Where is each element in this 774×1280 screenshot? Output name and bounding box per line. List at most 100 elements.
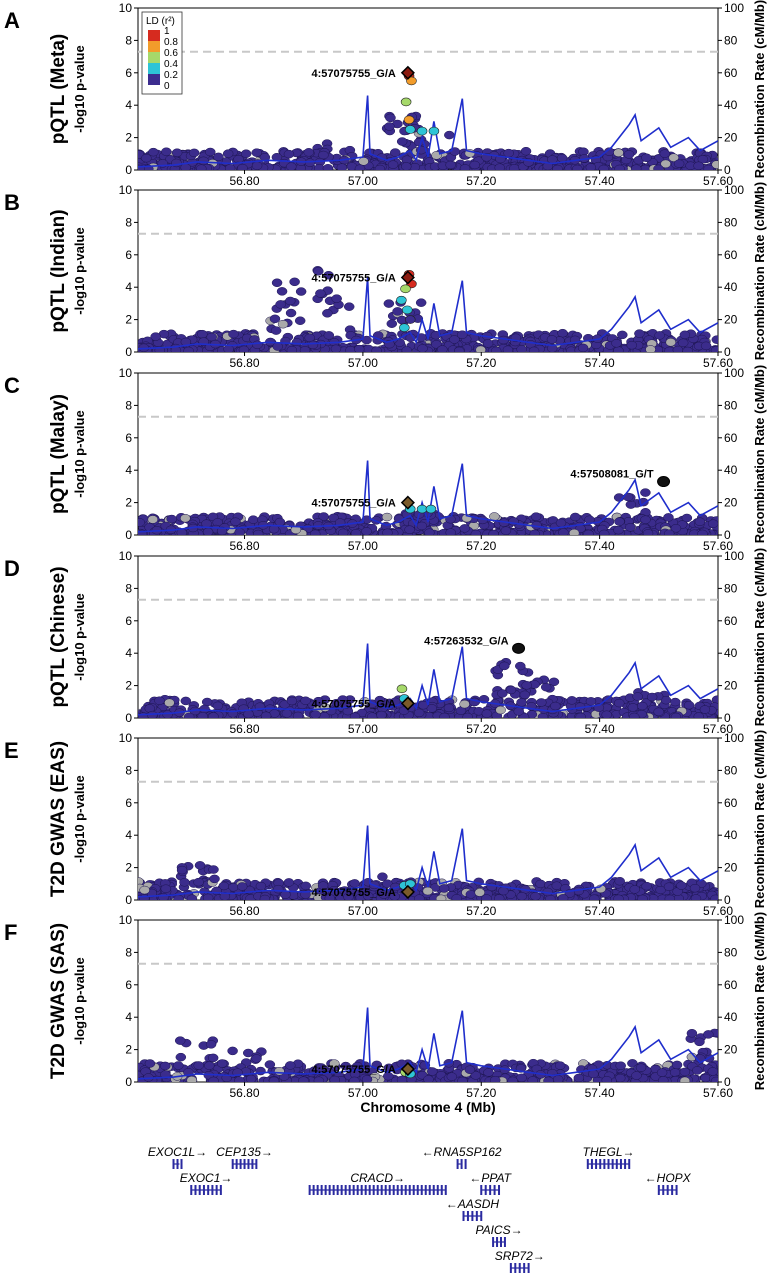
snp-point — [697, 529, 708, 535]
snp-point — [299, 346, 311, 352]
gene-label: ←PPAT — [469, 1171, 512, 1185]
y2-tick-label: 80 — [724, 945, 738, 959]
y-tick-label: 8 — [125, 945, 132, 959]
snp-point — [457, 330, 468, 339]
legend-label: 0.4 — [164, 59, 178, 70]
snp-point — [557, 328, 568, 338]
snp-point — [294, 316, 306, 325]
x-tick-label: 57.20 — [466, 356, 496, 370]
gene-exon — [340, 1185, 343, 1195]
snp-point — [362, 891, 374, 900]
y2-tick-label: 60 — [724, 614, 738, 628]
snp-point — [656, 1068, 668, 1077]
snp-point — [546, 335, 558, 344]
snp-point — [255, 881, 267, 891]
snp-point — [300, 696, 311, 705]
y-tick-label: 4 — [125, 98, 132, 112]
gene-label: THEGL→ — [583, 1145, 635, 1159]
snp-point — [528, 346, 540, 352]
snp-point — [292, 711, 304, 718]
snp-point — [545, 894, 556, 900]
y-tick-label: 4 — [125, 646, 132, 660]
y2-tick-label: 60 — [724, 66, 738, 80]
gene-exon — [320, 1185, 323, 1195]
gene-exon — [496, 1237, 499, 1247]
y-tick-label: 2 — [125, 861, 132, 875]
gene-exon — [498, 1185, 501, 1195]
snp-point — [660, 159, 671, 169]
legend-label: 0.2 — [164, 70, 178, 81]
snp-point — [627, 703, 639, 712]
y2-tick-label: 100 — [724, 731, 744, 745]
snp-point — [710, 894, 718, 900]
snp-point — [415, 298, 427, 307]
snp-point — [218, 881, 230, 891]
snp-point — [208, 865, 219, 874]
snp-point — [613, 346, 624, 352]
snp-point — [315, 289, 326, 298]
gene-exon — [308, 1185, 311, 1195]
y2-axis-label: Recombination Rate (cM/Mb) — [752, 182, 767, 360]
snp-point — [289, 277, 300, 287]
gene-exon — [380, 1185, 383, 1195]
x-tick-label: 56.80 — [230, 174, 260, 188]
gene-label: CRACD→ — [350, 1171, 405, 1185]
snp-point — [197, 712, 208, 718]
gene-exon — [404, 1185, 407, 1195]
ld-legend: LD (r²)10.80.60.40.20 — [141, 11, 183, 95]
snp-point — [489, 1075, 501, 1082]
panel-title: T2D GWAS (SAS) — [48, 923, 69, 1079]
y-tick-label: 10 — [119, 366, 133, 380]
gene-label: PAICS→ — [475, 1223, 522, 1237]
recombination-line — [138, 95, 718, 168]
y2-tick-label: 60 — [724, 431, 738, 445]
snp-point — [300, 881, 312, 891]
gene-exon — [202, 1185, 205, 1195]
snp-point — [663, 882, 675, 891]
gene-exon — [348, 1185, 351, 1195]
snp-point — [310, 710, 321, 718]
snp-point — [682, 346, 693, 352]
snp-point — [216, 1059, 228, 1068]
snp-point — [670, 712, 682, 718]
y-tick-label: 4 — [125, 463, 132, 477]
x-tick-label: 57.40 — [585, 904, 615, 918]
snp-point — [589, 894, 600, 900]
gene-exon — [332, 1185, 335, 1195]
snp-point — [396, 1075, 408, 1082]
x-tick-label: 56.80 — [230, 722, 260, 736]
gene-exon — [624, 1159, 627, 1169]
snp-point — [536, 698, 547, 707]
snp-point — [613, 525, 624, 535]
snp-point — [422, 886, 434, 896]
y2-axis-label: Recombination Rate (cM/Mb) — [752, 912, 767, 1090]
snp-point — [366, 712, 378, 718]
snp-point — [453, 346, 465, 352]
gene-exon — [243, 1159, 246, 1169]
gene-exon — [172, 1159, 175, 1169]
snp-point — [385, 113, 396, 123]
gene-exon — [603, 1159, 606, 1169]
snp-point — [634, 329, 645, 338]
gene-label: SRP72→ — [495, 1249, 545, 1263]
y-axis-label: -log10 p-value — [72, 45, 87, 132]
snp-point — [703, 164, 714, 170]
snp-point — [286, 696, 298, 706]
snp-point — [269, 314, 281, 324]
snp-point — [251, 148, 262, 157]
snp-point — [707, 1067, 718, 1076]
snp-point — [451, 894, 462, 900]
x-tick-label: 57.00 — [348, 174, 378, 188]
snp-point — [692, 1066, 703, 1075]
snp-point — [389, 148, 401, 157]
snp-point — [615, 1073, 626, 1082]
gene-exon — [424, 1185, 427, 1195]
gene-label: EXOC1→ — [180, 1171, 233, 1185]
gene-exon — [611, 1159, 614, 1169]
y-tick-label: 6 — [125, 431, 132, 445]
gene-exon — [231, 1159, 234, 1169]
snp-point — [637, 701, 648, 711]
y2-tick-label: 100 — [724, 1, 744, 15]
